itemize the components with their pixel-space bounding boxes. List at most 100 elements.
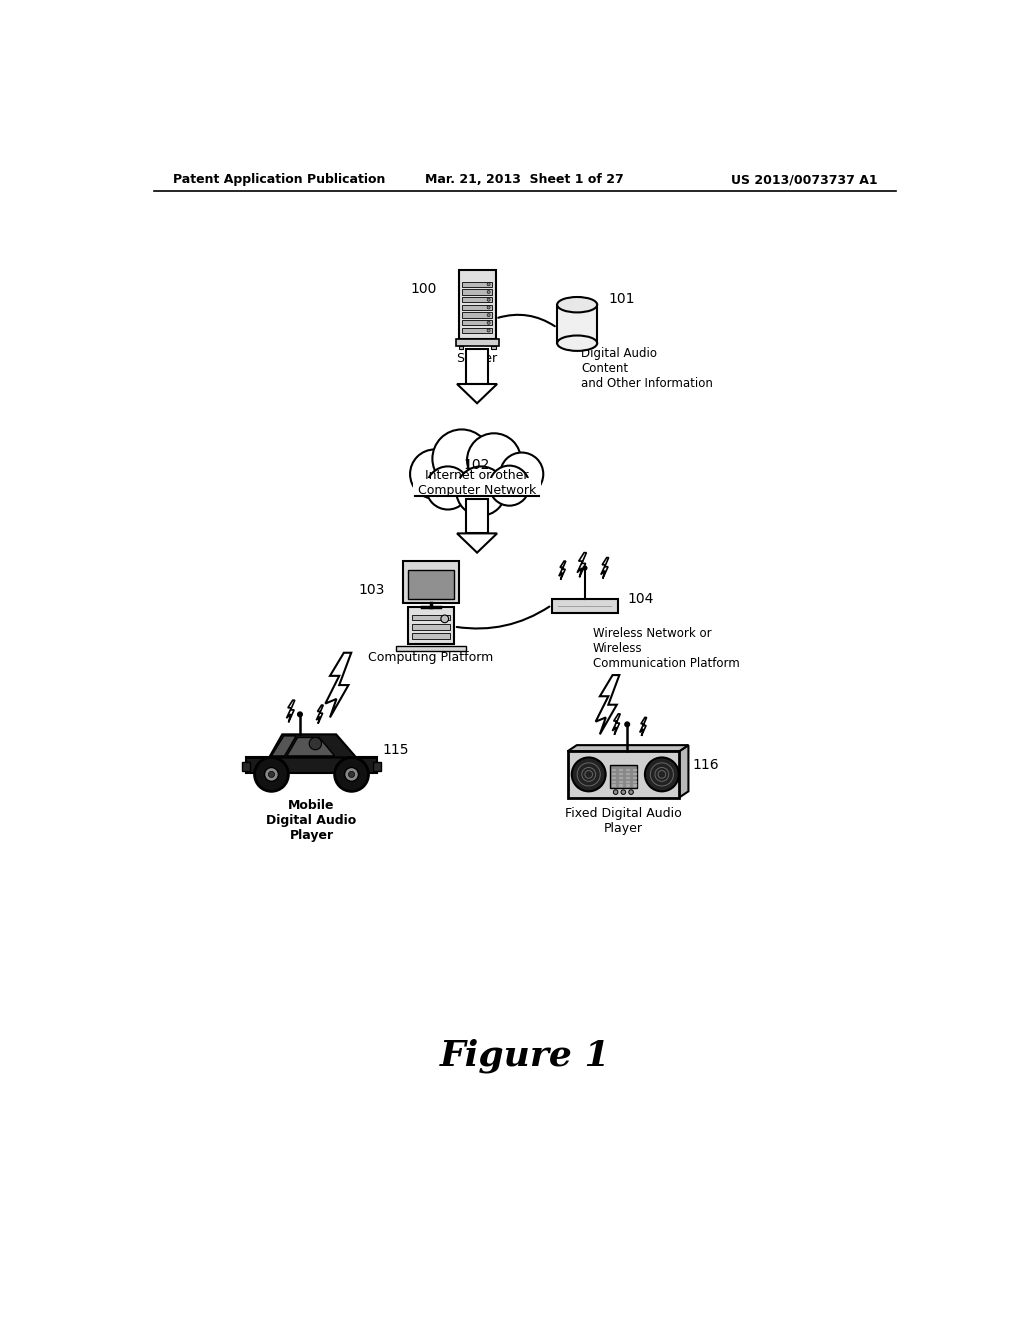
Circle shape [345,767,358,781]
Circle shape [487,314,490,317]
Circle shape [457,466,506,516]
FancyBboxPatch shape [611,770,616,771]
FancyBboxPatch shape [408,607,454,644]
Polygon shape [466,499,487,533]
Ellipse shape [557,335,597,351]
FancyBboxPatch shape [618,776,624,779]
Text: Computing Platform: Computing Platform [369,651,494,664]
FancyBboxPatch shape [459,346,463,350]
Circle shape [487,290,490,293]
Circle shape [426,466,469,510]
Circle shape [613,789,617,795]
FancyBboxPatch shape [373,762,381,771]
FancyBboxPatch shape [618,774,624,775]
Circle shape [571,758,605,792]
FancyBboxPatch shape [626,774,631,775]
Circle shape [487,306,490,309]
FancyBboxPatch shape [609,766,637,788]
Circle shape [487,298,490,301]
Circle shape [625,722,630,726]
Circle shape [268,771,274,777]
FancyBboxPatch shape [462,321,493,326]
FancyBboxPatch shape [626,776,631,779]
Text: US 2013/0073737 A1: US 2013/0073737 A1 [731,173,878,186]
Text: Digital Audio
Content
and Other Information: Digital Audio Content and Other Informat… [581,347,713,389]
Circle shape [629,789,634,795]
Circle shape [309,738,322,750]
FancyBboxPatch shape [408,570,454,599]
Polygon shape [601,557,608,578]
Polygon shape [596,675,620,734]
Text: 116: 116 [692,758,719,772]
Circle shape [489,466,529,506]
Polygon shape [457,384,497,404]
FancyBboxPatch shape [567,751,679,797]
FancyBboxPatch shape [618,784,624,787]
FancyBboxPatch shape [462,281,493,286]
FancyBboxPatch shape [626,770,631,771]
Polygon shape [246,758,377,774]
FancyBboxPatch shape [490,346,496,350]
Circle shape [410,450,460,499]
Polygon shape [287,700,295,722]
Polygon shape [316,705,324,723]
FancyBboxPatch shape [633,774,637,775]
FancyBboxPatch shape [462,289,493,294]
FancyBboxPatch shape [618,770,624,771]
FancyBboxPatch shape [412,615,451,620]
FancyBboxPatch shape [459,271,496,339]
FancyBboxPatch shape [626,784,631,787]
Polygon shape [326,653,351,718]
Circle shape [621,789,626,795]
Circle shape [487,282,490,286]
FancyBboxPatch shape [243,762,250,771]
FancyBboxPatch shape [611,784,616,787]
FancyBboxPatch shape [633,776,637,779]
Polygon shape [412,474,543,498]
Circle shape [500,453,544,496]
Polygon shape [612,714,621,735]
Text: Wireless Network or
Wireless
Communication Platform: Wireless Network or Wireless Communicati… [593,627,739,669]
Polygon shape [457,533,497,553]
FancyBboxPatch shape [462,305,493,310]
Ellipse shape [557,297,597,313]
Circle shape [583,566,587,570]
Polygon shape [271,737,296,756]
FancyBboxPatch shape [626,780,631,783]
Text: Server: Server [457,352,498,366]
Polygon shape [413,478,541,496]
FancyBboxPatch shape [396,645,466,651]
FancyBboxPatch shape [403,561,459,603]
Polygon shape [246,734,377,758]
Text: 100: 100 [411,282,437,296]
Circle shape [645,758,679,792]
Circle shape [432,429,490,488]
Polygon shape [640,718,646,737]
FancyBboxPatch shape [611,774,616,775]
Circle shape [348,771,354,777]
FancyBboxPatch shape [633,784,637,787]
Text: Fixed Digital Audio
Player: Fixed Digital Audio Player [565,807,682,834]
Circle shape [298,711,302,717]
Polygon shape [466,350,487,384]
FancyBboxPatch shape [456,339,499,346]
Text: 102: 102 [464,458,490,471]
Text: Figure 1: Figure 1 [439,1039,610,1073]
Text: Mar. 21, 2013  Sheet 1 of 27: Mar. 21, 2013 Sheet 1 of 27 [425,173,625,186]
FancyBboxPatch shape [611,780,616,783]
FancyBboxPatch shape [611,776,616,779]
Circle shape [255,758,289,792]
Circle shape [467,433,521,487]
FancyBboxPatch shape [633,780,637,783]
Polygon shape [287,738,335,756]
Text: 103: 103 [358,582,385,597]
Polygon shape [567,744,688,751]
Text: 101: 101 [608,292,635,305]
Text: Internet or other
Computer Network: Internet or other Computer Network [418,470,537,498]
Polygon shape [559,561,566,579]
Circle shape [487,321,490,325]
FancyBboxPatch shape [552,599,617,612]
Text: 115: 115 [382,743,409,756]
Polygon shape [679,744,688,797]
Polygon shape [557,305,597,343]
